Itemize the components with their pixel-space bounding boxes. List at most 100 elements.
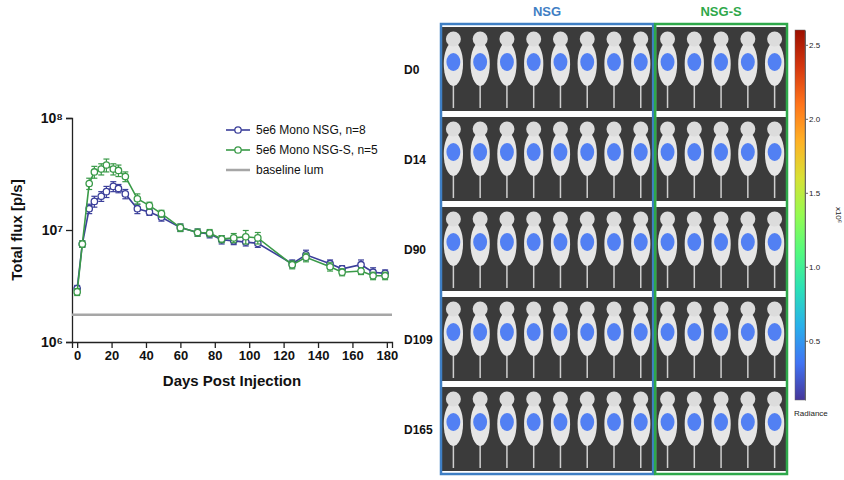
mouse-body	[497, 222, 516, 266]
error-bar-part	[110, 174, 116, 175]
mouse-tail	[613, 174, 615, 198]
error-bar-part	[115, 176, 121, 177]
mouse-tail	[453, 444, 455, 468]
mouse-head	[553, 32, 568, 47]
signal-spot	[554, 143, 568, 161]
signal-spot	[500, 143, 514, 161]
mouse	[524, 302, 543, 378]
signal-spot	[473, 233, 487, 251]
error-bar	[158, 210, 164, 217]
mouse-body	[738, 312, 757, 356]
legend-marker	[235, 147, 241, 153]
mouse-tail	[774, 174, 776, 198]
tick: 2.0	[805, 115, 821, 124]
mouse-body	[658, 132, 677, 176]
error-bar-part	[327, 270, 333, 271]
marker	[243, 234, 249, 240]
tick-mark	[805, 267, 808, 268]
signal-spot	[714, 413, 728, 431]
mouse	[471, 392, 490, 468]
mouse-tail	[747, 84, 749, 108]
tick: 40	[139, 342, 153, 363]
marker	[327, 264, 333, 270]
signal-spot	[634, 233, 648, 251]
mouse-tail	[613, 354, 615, 378]
signal-spot	[661, 53, 675, 71]
mouse-tail	[720, 354, 722, 378]
signal-spot	[634, 53, 648, 71]
mouse-body	[524, 222, 543, 266]
mouse-tail	[694, 174, 696, 198]
mouse-head	[607, 32, 622, 47]
mouse-tail	[479, 354, 481, 378]
mouse	[444, 392, 463, 468]
mouse-head	[740, 302, 755, 317]
mouse	[711, 302, 730, 378]
tick: 0	[74, 342, 81, 363]
mouse-head	[446, 392, 461, 407]
marker	[177, 224, 183, 230]
signal-spot	[446, 143, 460, 161]
tick: 140	[308, 342, 330, 363]
error-bar	[195, 229, 201, 236]
mouse-head	[660, 212, 675, 227]
legend-swatch	[226, 169, 250, 172]
error-bar	[207, 230, 213, 237]
mouse-tail	[720, 174, 722, 198]
marker	[358, 268, 364, 274]
mouse	[685, 392, 704, 468]
mouse-body	[497, 402, 516, 446]
error-bar	[122, 172, 128, 182]
mouse-body	[765, 42, 784, 86]
mouse	[738, 32, 757, 108]
mouse-head	[607, 212, 622, 227]
mouse	[711, 32, 730, 108]
signal-spot	[687, 143, 701, 161]
mouse	[711, 392, 730, 468]
mouse-head	[607, 302, 622, 317]
mouse	[738, 392, 757, 468]
mouse-tail	[586, 174, 588, 198]
mouse-tail	[506, 444, 508, 468]
error-bar-part	[98, 174, 104, 175]
mouse-tail	[560, 174, 562, 198]
error-bar-part	[103, 186, 109, 187]
error-bar	[86, 178, 92, 189]
mouse	[631, 392, 650, 468]
mouse	[578, 302, 597, 378]
mouse	[658, 302, 677, 378]
marker	[91, 198, 97, 204]
mouse	[604, 32, 623, 108]
image-background	[656, 207, 786, 291]
mouse	[497, 392, 516, 468]
mouse-head	[714, 122, 729, 137]
mouse-head	[740, 212, 755, 227]
legend-marker	[235, 127, 241, 133]
mouse-tail	[453, 264, 455, 288]
mouse	[497, 212, 516, 288]
signal-spot	[768, 53, 782, 71]
mouse-body	[711, 312, 730, 356]
mouse-body	[444, 222, 463, 266]
signal-spot	[580, 413, 594, 431]
tick-label: 140	[308, 348, 330, 363]
signal-spot	[580, 233, 594, 251]
mouse-head	[740, 392, 755, 407]
error-bar-part	[255, 232, 261, 233]
mouse-body	[578, 312, 597, 356]
tick: 80	[208, 342, 222, 363]
tick-label: 1.5	[809, 189, 821, 198]
error-bar-part	[110, 191, 116, 192]
tick-mark	[805, 341, 808, 342]
mouse-body	[604, 132, 623, 176]
signal-spot	[687, 53, 701, 71]
marker	[122, 191, 128, 197]
tick-label: 20	[105, 348, 119, 363]
group-header: NSG-S	[700, 4, 742, 19]
mouse-head	[553, 392, 568, 407]
mouse-tail	[667, 264, 669, 288]
mouse	[551, 32, 570, 108]
series-line	[77, 165, 385, 292]
mouse-tail	[694, 264, 696, 288]
mouse-body	[604, 222, 623, 266]
